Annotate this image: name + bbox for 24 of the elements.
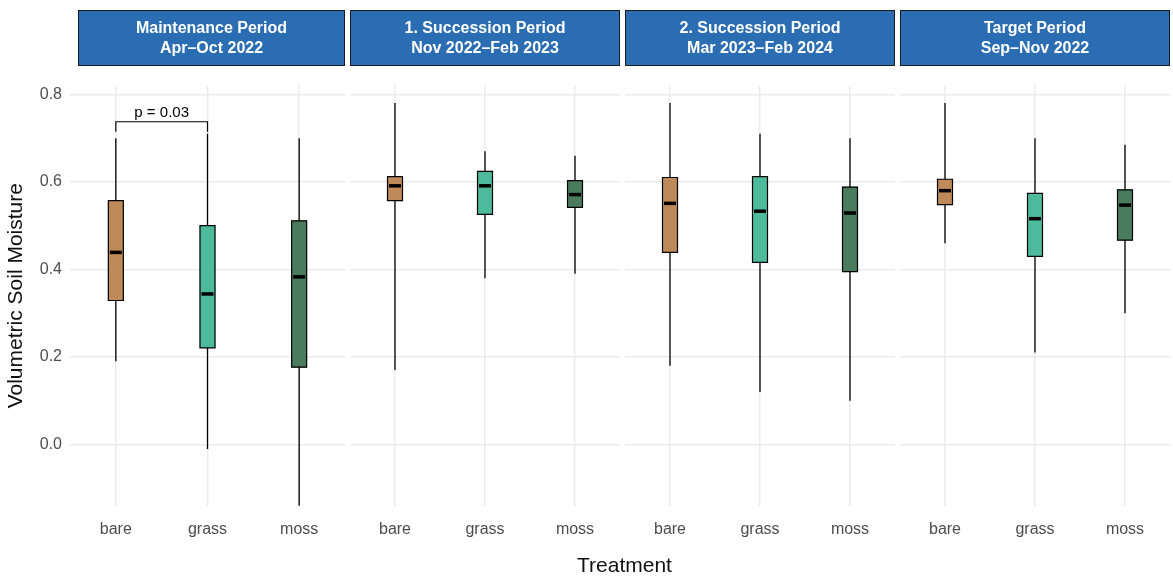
x-tick-label: bare: [99, 519, 132, 537]
y-tick-label: 0.8: [39, 84, 63, 102]
chart-title: Maintenance Period Apr–Oct 2022: [134, 18, 289, 58]
x-tick-label: bare: [928, 519, 962, 537]
x-tick-label: moss: [830, 519, 870, 537]
x-tick-label: grass: [187, 519, 228, 537]
x-tick-label: grass: [465, 519, 505, 537]
chart-title: 1. Succession Period Nov 2022–Feb 2023: [403, 18, 567, 58]
y-tick-label: 0.0: [39, 434, 63, 452]
chart-title: Target Period Sep–Nov 2022: [979, 18, 1091, 58]
y-axis-title: Volumetric Soil Moisture: [3, 183, 27, 409]
y-tick-label: 0.2: [39, 347, 63, 365]
x-tick-label: moss: [555, 519, 595, 537]
x-tick-label: bare: [653, 519, 687, 537]
y-tick-label: 0.4: [39, 259, 63, 277]
annotation: p = 0.03: [134, 103, 189, 121]
x-tick-label: grass: [740, 519, 780, 537]
x-tick-label: moss: [1105, 519, 1145, 537]
x-tick-label: moss: [280, 519, 319, 537]
x-tick-label: grass: [1015, 519, 1055, 537]
x-axis-title: Treatment: [577, 553, 672, 577]
chart-title: 2. Succession Period Mar 2023–Feb 2024: [678, 18, 842, 58]
x-tick-label: bare: [378, 519, 412, 537]
y-tick-label: 0.6: [39, 172, 63, 190]
